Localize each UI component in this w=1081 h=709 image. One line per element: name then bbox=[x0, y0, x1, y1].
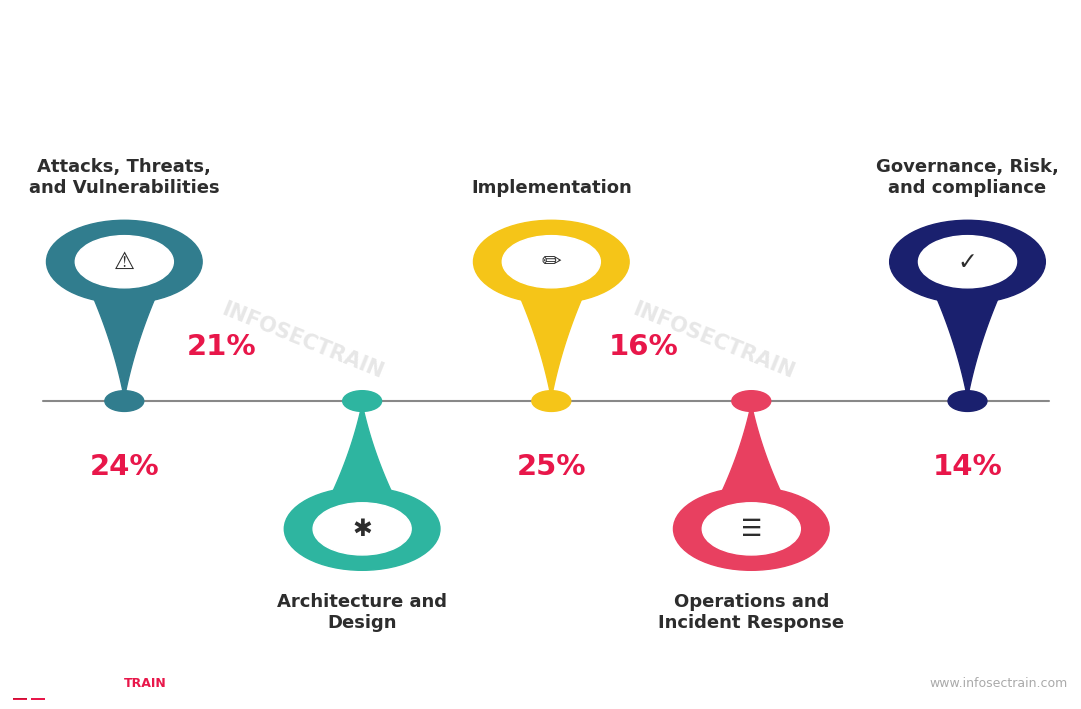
Text: 25%: 25% bbox=[517, 453, 586, 481]
Circle shape bbox=[673, 487, 829, 570]
Text: 16%: 16% bbox=[609, 333, 678, 361]
Text: Domains covered by CompTIA Security+ SY0-601: Domains covered by CompTIA Security+ SY0… bbox=[41, 24, 1040, 57]
Polygon shape bbox=[84, 277, 164, 398]
Text: Operations and
Incident Response: Operations and Incident Response bbox=[658, 593, 844, 632]
Circle shape bbox=[284, 487, 440, 570]
Text: ✏: ✏ bbox=[542, 250, 561, 274]
Text: Attacks, Threats,
and Vulnerabilities: Attacks, Threats, and Vulnerabilities bbox=[29, 158, 219, 197]
Circle shape bbox=[46, 220, 202, 303]
Text: Architecture and
Design: Architecture and Design bbox=[277, 593, 448, 632]
Text: ✱: ✱ bbox=[352, 517, 372, 541]
Text: ⚠: ⚠ bbox=[114, 250, 135, 274]
Text: 24%: 24% bbox=[90, 453, 159, 481]
Circle shape bbox=[948, 391, 987, 411]
Text: INFOSEC: INFOSEC bbox=[63, 676, 123, 690]
Circle shape bbox=[76, 235, 173, 288]
Text: 21%: 21% bbox=[187, 333, 256, 361]
Text: www.infosectrain.com: www.infosectrain.com bbox=[930, 676, 1068, 690]
Circle shape bbox=[313, 503, 411, 555]
Polygon shape bbox=[711, 404, 791, 514]
Circle shape bbox=[473, 220, 629, 303]
Circle shape bbox=[532, 391, 571, 411]
Circle shape bbox=[343, 391, 382, 411]
Circle shape bbox=[890, 220, 1045, 303]
Text: Implementation: Implementation bbox=[471, 179, 631, 197]
Circle shape bbox=[703, 503, 800, 555]
Text: ✓: ✓ bbox=[958, 250, 977, 274]
Circle shape bbox=[919, 235, 1016, 288]
Circle shape bbox=[105, 391, 144, 411]
Text: INFOSECTRAIN: INFOSECTRAIN bbox=[629, 299, 798, 382]
Circle shape bbox=[503, 235, 600, 288]
Text: INFOSECTRAIN: INFOSECTRAIN bbox=[218, 299, 387, 382]
Text: 14%: 14% bbox=[933, 453, 1002, 481]
Text: TRAIN: TRAIN bbox=[124, 676, 168, 690]
Text: Governance, Risk,
and compliance: Governance, Risk, and compliance bbox=[876, 158, 1059, 197]
Circle shape bbox=[732, 391, 771, 411]
Text: ☰: ☰ bbox=[740, 517, 762, 541]
Polygon shape bbox=[927, 277, 1007, 398]
Polygon shape bbox=[322, 404, 402, 514]
Polygon shape bbox=[511, 277, 591, 398]
